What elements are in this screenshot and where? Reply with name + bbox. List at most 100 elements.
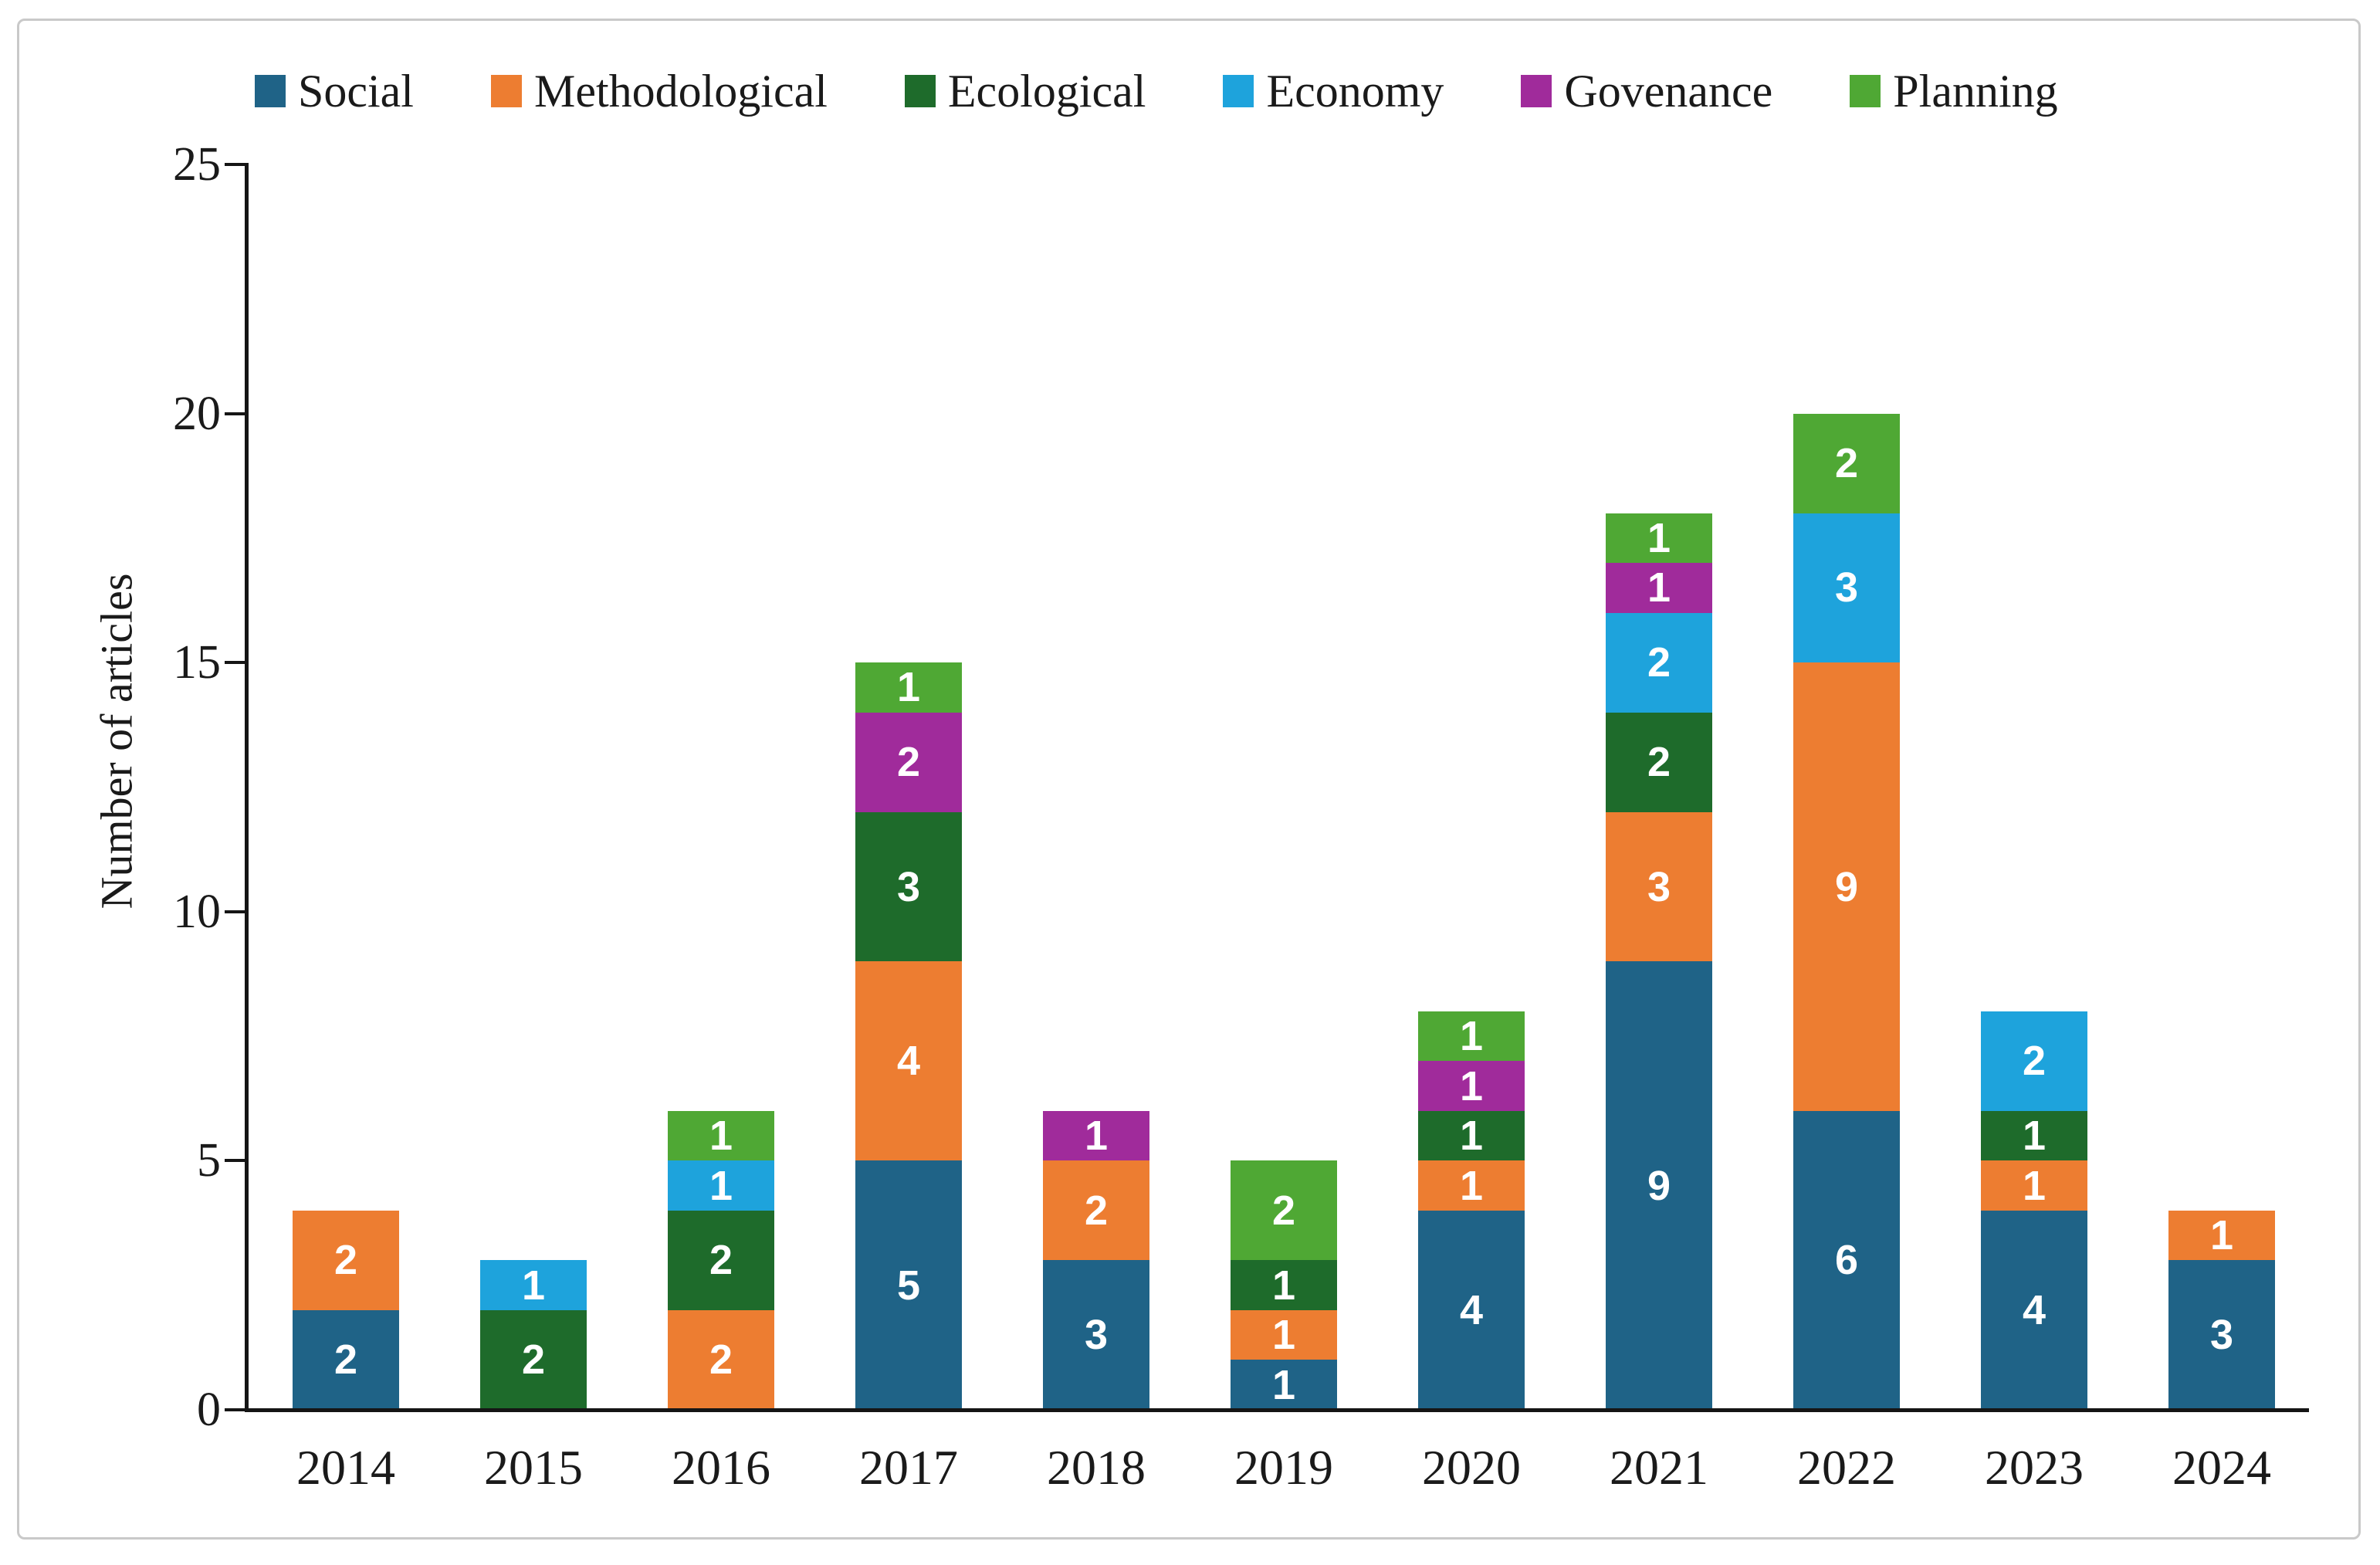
bar-segment-social-2017: 5	[855, 1160, 962, 1410]
x-tick-label-2023: 2023	[1985, 1440, 2084, 1495]
bar-segment-planning-2016: 1	[668, 1110, 774, 1161]
x-tick-label-2022: 2022	[1797, 1440, 1896, 1495]
bar-segment-planning-2021: 1	[1606, 513, 1712, 564]
legend-item-ecological: Ecological	[904, 66, 1146, 117]
segment-value-label: 4	[2022, 1286, 2047, 1333]
x-axis-line	[245, 1408, 2309, 1412]
figure-frame	[17, 19, 2361, 1540]
legend-swatch-social	[255, 75, 286, 107]
bar-segment-ecological-2019: 1	[1231, 1260, 1337, 1310]
segment-value-label: 2	[1647, 639, 1671, 686]
x-tick-label-2014: 2014	[296, 1440, 395, 1495]
bar-segment-economy-2016: 1	[668, 1160, 774, 1211]
legend-swatch-govenance	[1521, 75, 1552, 107]
bar-segment-social-2014: 2	[293, 1309, 399, 1410]
y-tick-label: 0	[197, 1384, 221, 1436]
segment-value-label: 2	[333, 1237, 358, 1284]
segment-value-label: 4	[1459, 1286, 1484, 1333]
segment-value-label: 2	[1271, 1187, 1296, 1234]
bar-segment-ecological-2023: 1	[1981, 1110, 2087, 1161]
y-tick-mark	[225, 1159, 245, 1163]
x-tick-label-2018: 2018	[1047, 1440, 1146, 1495]
y-tick-label: 20	[173, 387, 221, 440]
segment-value-label: 2	[709, 1336, 733, 1384]
segment-value-label: 2	[1834, 440, 1859, 487]
segment-value-label: 1	[1084, 1113, 1109, 1160]
segment-value-label: 9	[1834, 863, 1859, 910]
x-tick-label-2015: 2015	[484, 1440, 583, 1495]
legend-item-economy: Economy	[1223, 68, 1444, 114]
legend-swatch-planning	[1850, 75, 1881, 107]
segment-value-label: 1	[2022, 1162, 2047, 1209]
bar-segment-social-2022: 6	[1793, 1110, 1900, 1410]
legend-item-methodological: Methodological	[490, 66, 828, 117]
bar-segment-ecological-2015: 2	[480, 1309, 587, 1410]
bar-segment-social-2019: 1	[1231, 1360, 1337, 1410]
y-tick-mark	[225, 163, 245, 166]
segment-value-label: 1	[1459, 1113, 1484, 1160]
y-tick-mark	[225, 661, 245, 665]
segment-value-label: 1	[709, 1113, 733, 1160]
bar-segment-social-2018: 3	[1043, 1260, 1149, 1410]
segment-value-label: 6	[1834, 1237, 1859, 1284]
x-tick-label-2016: 2016	[672, 1440, 770, 1495]
segment-value-label: 4	[896, 1038, 921, 1085]
bar-segment-economy-2022: 3	[1793, 513, 1900, 663]
y-tick-mark	[225, 910, 245, 913]
x-tick-label-2017: 2017	[859, 1440, 958, 1495]
legend-label: Social	[298, 66, 414, 117]
segment-value-label: 1	[1271, 1361, 1296, 1408]
bar-segment-methodological-2023: 1	[1981, 1160, 2087, 1211]
y-axis-line	[245, 163, 249, 1412]
bar-segment-economy-2023: 2	[1981, 1011, 2087, 1111]
segment-value-label: 1	[1459, 1062, 1484, 1109]
legend-item-social: Social	[255, 68, 414, 114]
bar-segment-methodological-2022: 9	[1793, 662, 1900, 1111]
bar-segment-methodological-2020: 1	[1418, 1160, 1525, 1211]
legend-label: Planning	[1893, 66, 2058, 117]
segment-value-label: 3	[2209, 1312, 2234, 1359]
bar-segment-govenance-2017: 2	[855, 712, 962, 812]
segment-value-label: 1	[709, 1162, 733, 1209]
segment-value-label: 1	[2209, 1212, 2234, 1259]
bar-segment-planning-2022: 2	[1793, 413, 1900, 513]
x-tick-label-2024: 2024	[2172, 1440, 2271, 1495]
bar-segment-ecological-2017: 3	[855, 811, 962, 962]
segment-value-label: 2	[1647, 739, 1671, 786]
x-tick-label-2020: 2020	[1422, 1440, 1521, 1495]
bar-segment-economy-2021: 2	[1606, 612, 1712, 713]
bar-segment-planning-2019: 2	[1231, 1160, 1337, 1261]
segment-value-label: 2	[1084, 1187, 1109, 1234]
bar-segment-planning-2020: 1	[1418, 1011, 1525, 1062]
segment-value-label: 3	[1647, 863, 1671, 910]
legend-swatch-economy	[1223, 75, 1254, 107]
legend-label: Economy	[1266, 66, 1444, 117]
bar-segment-social-2021: 9	[1606, 961, 1712, 1410]
bar-segment-govenance-2020: 1	[1418, 1061, 1525, 1111]
segment-value-label: 2	[709, 1237, 733, 1284]
segment-value-label: 1	[1647, 514, 1671, 561]
bar-segment-methodological-2018: 2	[1043, 1160, 1149, 1261]
segment-value-label: 1	[1647, 564, 1671, 611]
bar-segment-methodological-2017: 4	[855, 961, 962, 1161]
bar-segment-social-2020: 4	[1418, 1210, 1525, 1410]
bar-segment-ecological-2016: 2	[668, 1210, 774, 1310]
bar-segment-ecological-2021: 2	[1606, 712, 1712, 812]
bar-segment-planning-2017: 1	[855, 662, 962, 713]
segment-value-label: 1	[1271, 1262, 1296, 1309]
chart-legend: Social Methodological Ecological Economy Gov…	[255, 68, 2058, 114]
legend-label: Methodological	[533, 66, 828, 117]
x-tick-label-2021: 2021	[1610, 1440, 1708, 1495]
y-tick-mark	[225, 1408, 245, 1411]
x-tick-label-2019: 2019	[1234, 1440, 1333, 1495]
bar-segment-methodological-2016: 2	[668, 1309, 774, 1410]
bar-segment-social-2023: 4	[1981, 1210, 2087, 1410]
legend-label: Ecological	[947, 66, 1146, 117]
bar-segment-ecological-2020: 1	[1418, 1110, 1525, 1161]
y-tick-mark	[225, 412, 245, 415]
bar-segment-govenance-2018: 1	[1043, 1110, 1149, 1161]
bar-segment-methodological-2024: 1	[2168, 1210, 2275, 1261]
legend-label: Govenance	[1564, 66, 1773, 117]
segment-value-label: 5	[896, 1262, 921, 1309]
